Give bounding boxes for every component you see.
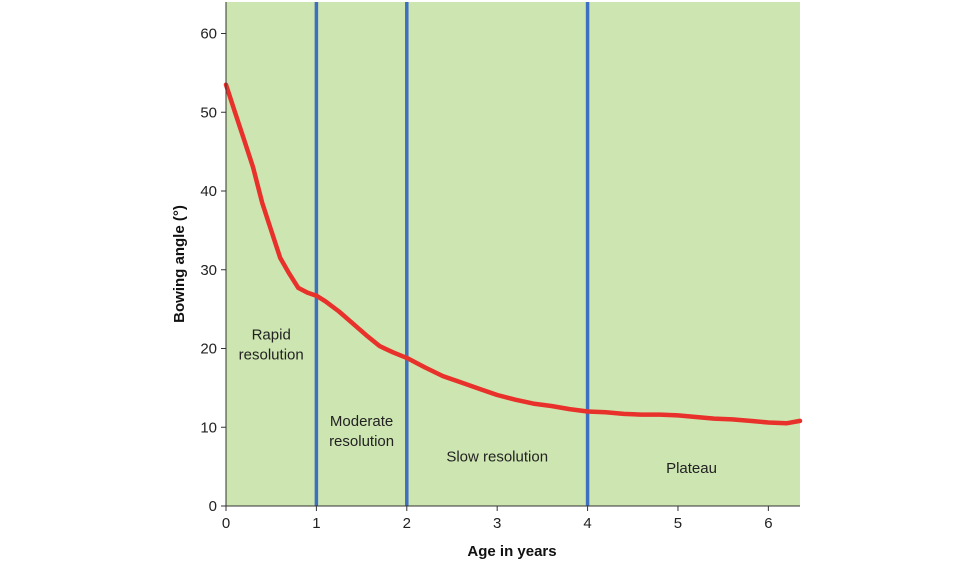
y-tick-label: 60 bbox=[200, 26, 217, 43]
x-tick-label: 4 bbox=[583, 515, 591, 532]
x-tick-label: 6 bbox=[764, 515, 772, 532]
y-axis-ticks: 0 10 20 30 40 50 60 bbox=[200, 26, 226, 515]
stage-dividers bbox=[314, 2, 590, 506]
x-tick-label: 1 bbox=[312, 515, 320, 532]
y-tick-label: 10 bbox=[200, 419, 217, 436]
y-tick-label: 0 bbox=[209, 498, 217, 515]
x-tick-label: 3 bbox=[493, 515, 501, 532]
stage-label: Slow resolution bbox=[446, 448, 548, 465]
stage-labels: Rapid resolution Moderate resolution Slow re… bbox=[239, 327, 717, 478]
x-tick-label: 0 bbox=[222, 515, 230, 532]
bowing-angle-line bbox=[223, 82, 803, 426]
stage-label: Moderate bbox=[330, 413, 393, 430]
x-tick-label: 5 bbox=[674, 515, 682, 532]
x-axis-ticks: 0 1 2 3 4 5 6 bbox=[222, 506, 773, 532]
y-tick-label: 20 bbox=[200, 341, 217, 358]
x-axis-title: Age in years bbox=[467, 543, 556, 560]
stage-label: resolution bbox=[239, 347, 304, 364]
y-tick-label: 50 bbox=[200, 104, 217, 121]
plot-background bbox=[226, 2, 800, 506]
x-tick-label: 2 bbox=[403, 515, 411, 532]
stage-label: Plateau bbox=[666, 460, 717, 477]
stage-label: Rapid bbox=[252, 327, 291, 344]
y-tick-label: 30 bbox=[200, 262, 217, 279]
stage-label: resolution bbox=[329, 433, 394, 450]
y-tick-label: 40 bbox=[200, 183, 217, 200]
y-axis-title: Bowing angle (°) bbox=[171, 205, 188, 323]
axes bbox=[225, 2, 800, 507]
